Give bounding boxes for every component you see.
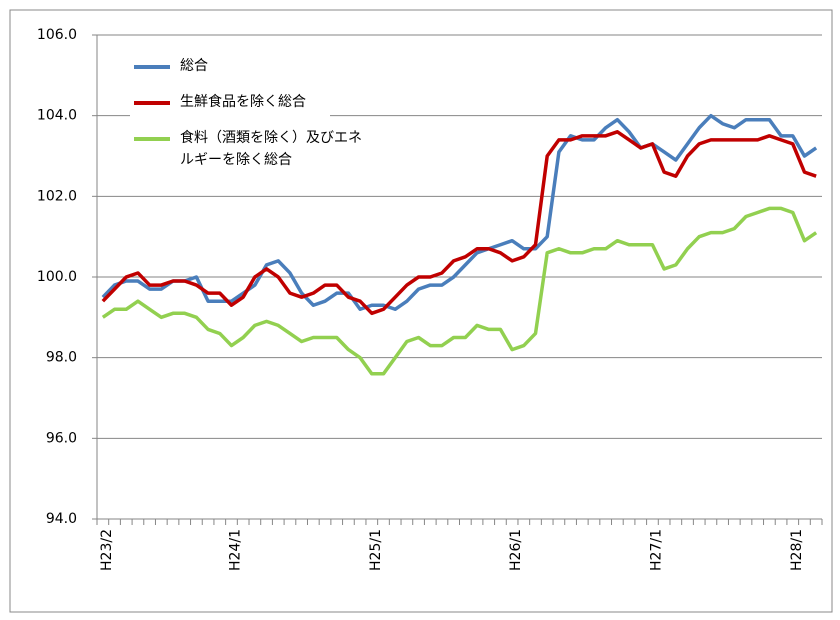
y-tick-label: 106.0 xyxy=(37,27,77,43)
x-tick-label: H28/1 xyxy=(789,529,805,571)
legend-label: 生鮮食品を除く総合 xyxy=(180,94,306,110)
x-tick-label: H27/1 xyxy=(648,529,664,571)
legend-label: 食料（酒類を除く）及びエネルギーを除く総合 xyxy=(180,130,362,168)
y-tick-label: 94.0 xyxy=(46,511,77,527)
series-line xyxy=(101,113,818,312)
legend-item: 生鮮食品を除く総合 xyxy=(130,91,330,113)
x-tick-label: H25/1 xyxy=(368,529,384,571)
x-tick-label: H24/1 xyxy=(227,529,243,571)
y-tick-label: 98.0 xyxy=(46,350,77,366)
x-tick-label: H23/2 xyxy=(99,529,115,571)
y-tick-label: 104.0 xyxy=(37,108,77,124)
legend-item: 総合 xyxy=(130,55,330,77)
legend-item: 食料（酒類を除く）及びエネルギーを除く総合 xyxy=(130,127,362,171)
y-tick-label: 96.0 xyxy=(46,430,77,446)
y-tick-label: 100.0 xyxy=(37,269,77,285)
y-tick-label: 102.0 xyxy=(37,188,77,204)
series-line xyxy=(101,206,818,376)
legend-swatch xyxy=(134,101,170,105)
legend-label: 総合 xyxy=(180,58,208,74)
legend-swatch xyxy=(134,65,170,69)
x-tick-label: H26/1 xyxy=(508,529,524,571)
legend: 総合生鮮食品を除く総合食料（酒類を除く）及びエネルギーを除く総合 xyxy=(130,55,362,185)
series-line xyxy=(101,130,817,316)
legend-swatch xyxy=(134,137,170,141)
